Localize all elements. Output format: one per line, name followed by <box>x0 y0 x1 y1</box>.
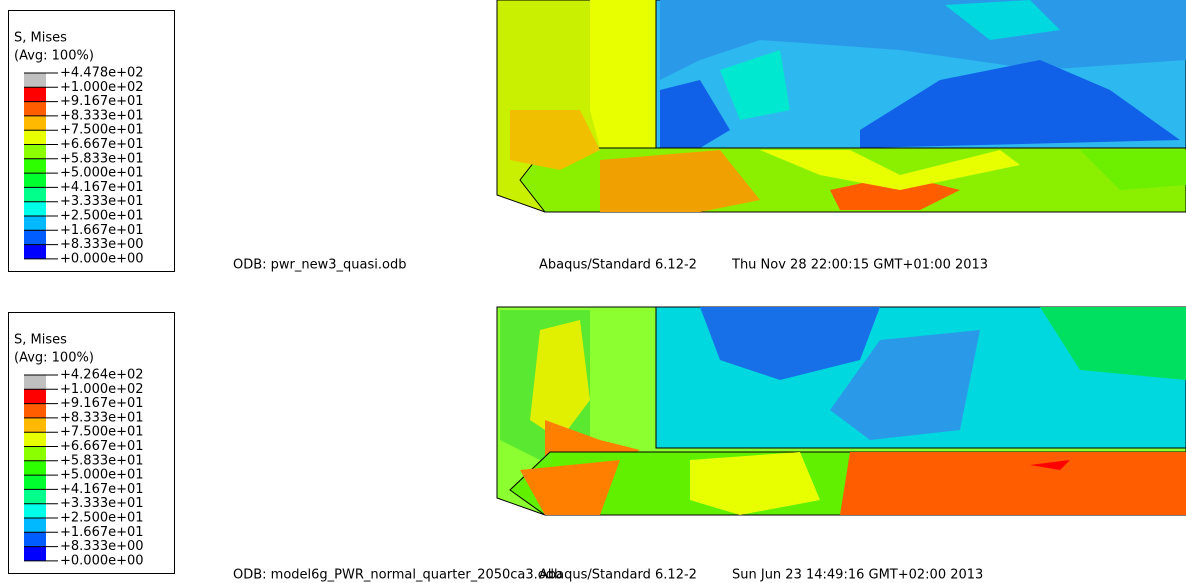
legend-swatch <box>24 432 46 447</box>
legend-swatch <box>24 417 46 433</box>
legend-label: +2.500e+01 <box>60 511 144 526</box>
legend-swatch <box>24 101 46 116</box>
contour-plot <box>496 0 1186 213</box>
legend-swatch <box>24 475 46 490</box>
legend-label: +4.264e+02 <box>60 368 144 383</box>
legend-swatch <box>24 244 46 259</box>
legend-title: S, Mises <box>14 333 67 348</box>
legend-swatch <box>24 144 46 159</box>
legend-swatch <box>24 532 46 547</box>
footer-odb: ODB: model6g_PWR_normal_quarter_2050ca3.… <box>233 568 562 583</box>
legend-label: +1.000e+02 <box>60 382 144 397</box>
legend-swatch <box>24 216 46 231</box>
legend-label: +1.667e+01 <box>60 223 144 238</box>
legend-swatch <box>24 115 46 131</box>
legend-swatch <box>24 403 46 418</box>
footer-date: Sun Jun 23 14:49:16 GMT+02:00 2013 <box>732 568 983 583</box>
legend-label: +2.500e+01 <box>60 209 144 224</box>
legend-label: +4.167e+01 <box>60 180 144 195</box>
footer-odb: ODB: pwr_new3_quasi.odb <box>233 258 406 273</box>
legend-label: +4.167e+01 <box>60 482 144 497</box>
legend-swatch <box>24 546 46 561</box>
legend-swatch <box>24 489 46 504</box>
footer-date: Thu Nov 28 22:00:15 GMT+01:00 2013 <box>731 258 988 273</box>
legend-label: +0.000e+00 <box>60 251 144 266</box>
legend-subtitle: (Avg: 100%) <box>14 351 94 366</box>
legend-label: +8.333e+00 <box>60 539 144 554</box>
legend-label: +7.500e+01 <box>60 425 144 440</box>
legend-subtitle: (Avg: 100%) <box>14 49 94 64</box>
legend-label: +0.000e+00 <box>60 553 144 568</box>
legend-swatch <box>24 460 46 476</box>
legend-label: +3.333e+01 <box>60 496 144 511</box>
legend-label: +5.000e+01 <box>60 468 144 483</box>
legend-label: +6.667e+01 <box>60 439 144 454</box>
legend-swatch <box>24 230 46 245</box>
legend-label: +3.333e+01 <box>60 194 144 209</box>
legend-swatch <box>24 158 46 174</box>
legend-label: +8.333e+01 <box>60 108 144 123</box>
legend-label: +5.000e+01 <box>60 166 144 181</box>
legend-swatch <box>24 201 46 216</box>
legend-label: +4.478e+02 <box>60 66 144 81</box>
legend-label: +8.333e+00 <box>60 237 144 252</box>
legend-swatch <box>24 446 46 461</box>
legend-label: +5.833e+01 <box>60 151 144 166</box>
legend-label: +6.667e+01 <box>60 137 144 152</box>
legend-swatch <box>24 87 46 102</box>
legend-swatch <box>24 73 46 88</box>
legend-label: +5.833e+01 <box>60 453 144 468</box>
legend-title: S, Mises <box>14 31 67 46</box>
legend-label: +7.500e+01 <box>60 123 144 138</box>
legend-label: +1.000e+02 <box>60 80 144 95</box>
legend-swatch <box>24 375 46 390</box>
legend-swatch <box>24 518 46 533</box>
legend-label: +9.167e+01 <box>60 94 144 109</box>
legend-label: +8.333e+01 <box>60 410 144 425</box>
footer-solver: Abaqus/Standard 6.12-2 <box>539 258 697 273</box>
legend-label: +1.667e+01 <box>60 525 144 540</box>
footer-solver: Abaqus/Standard 6.12-2 <box>539 568 697 583</box>
legend-swatch <box>24 389 46 404</box>
legend-swatch <box>24 173 46 188</box>
legend-swatch <box>24 187 46 202</box>
legend-label: +9.167e+01 <box>60 396 144 411</box>
legend-swatch <box>24 503 46 518</box>
legend-swatch <box>24 130 46 145</box>
contour-plot <box>496 306 1186 516</box>
